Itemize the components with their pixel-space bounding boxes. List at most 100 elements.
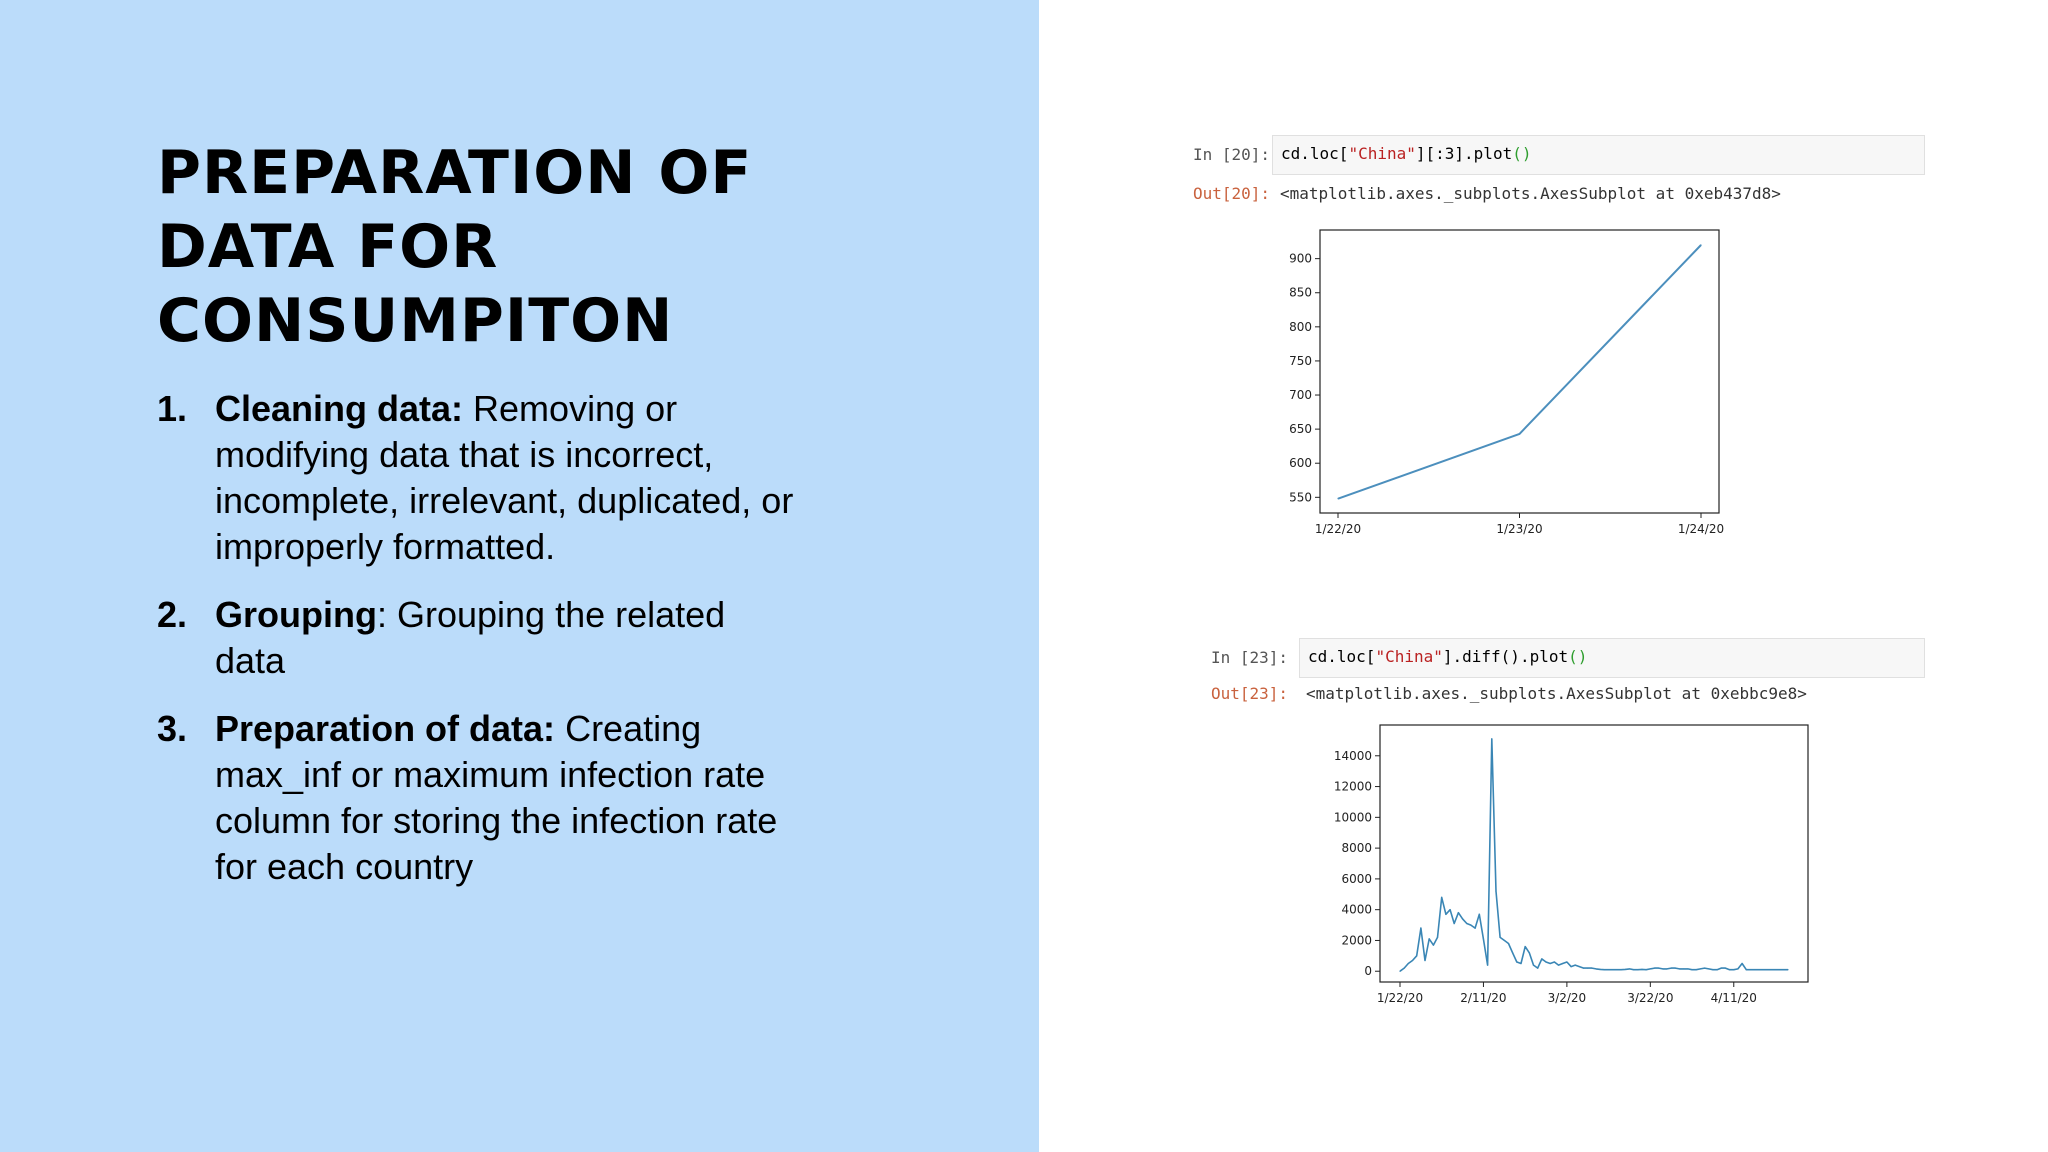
data-point: [1649, 968, 1651, 970]
data-point: [1653, 967, 1656, 969]
y-tick-label: 600: [1289, 456, 1312, 470]
y-tick-label: 750: [1289, 354, 1312, 368]
cell1-code-input[interactable]: cd.loc["China"][:3].plot(): [1272, 135, 1925, 175]
x-tick-label: 3/2/20: [1548, 991, 1587, 1005]
step-text: : Grouping the related data: [215, 594, 726, 681]
data-point: [1449, 909, 1451, 911]
data-point: [1758, 969, 1760, 971]
data-point: [1487, 964, 1489, 966]
title-line-3: CONSUMPITON: [157, 286, 674, 356]
data-point: [1641, 968, 1643, 970]
data-point: [1612, 969, 1614, 971]
data-point: [1766, 969, 1768, 971]
y-tick-label: 2000: [1341, 933, 1372, 947]
data-point: [1774, 969, 1777, 971]
x-tick-label: 1/22/20: [1377, 991, 1423, 1005]
data-point: [1603, 969, 1606, 971]
x-tick-label: 1/24/20: [1678, 522, 1724, 536]
y-tick-label: 10000: [1334, 810, 1372, 824]
data-point: [1445, 913, 1447, 915]
data-point: [1532, 964, 1535, 966]
data-point: [1745, 969, 1747, 971]
data-point: [1516, 961, 1518, 963]
y-tick-label: 900: [1289, 252, 1312, 266]
series-line: [1399, 738, 1788, 972]
plot-frame: [1319, 229, 1720, 514]
data-point: [1518, 433, 1521, 435]
cell1-code-paren: (): [1512, 144, 1532, 163]
data-point: [1541, 958, 1543, 960]
data-point: [1337, 498, 1339, 500]
data-point: [1741, 962, 1743, 965]
data-point: [1470, 924, 1472, 926]
data-point: [1616, 969, 1618, 971]
x-tick-label: 4/11/20: [1711, 991, 1757, 1005]
data-point: [1428, 938, 1430, 940]
data-point: [1591, 967, 1593, 969]
slide-left-panel: PREPARATION OF DATA FOR CONSUMPITON 1. C…: [0, 0, 1039, 1152]
cell1-code-part: ][:3].plot: [1415, 144, 1513, 163]
y-tick-label: 850: [1289, 286, 1312, 300]
data-point: [1628, 968, 1631, 970]
data-point: [1524, 946, 1526, 948]
cell1-output-text: <matplotlib.axes._subplots.AxesSubplot a…: [1280, 184, 1781, 203]
cell2-code-input[interactable]: cd.loc["China"].diff().plot(): [1299, 638, 1925, 678]
data-point: [1687, 968, 1689, 970]
cell2-code-part: ].diff().plot: [1442, 647, 1569, 666]
step-item-preparation: 3. Preparation of data: Creating max_inf…: [157, 706, 797, 890]
data-point: [1620, 969, 1622, 971]
x-tick-label: 1/23/20: [1496, 522, 1542, 536]
data-point: [1432, 944, 1434, 946]
data-point: [1637, 969, 1639, 971]
data-point: [1453, 922, 1455, 925]
data-point: [1411, 959, 1414, 962]
chart-china-diff: 0 2000 4000 6000 8000 10000 12000 14000 1/22/20 2…: [1334, 724, 1809, 1005]
data-point: [1695, 969, 1697, 971]
data-point: [1770, 969, 1772, 971]
step-term: Preparation of data:: [215, 708, 556, 749]
data-point: [1599, 968, 1601, 970]
y-tick-label: 700: [1289, 388, 1312, 402]
data-point: [1553, 961, 1555, 963]
data-point: [1645, 969, 1647, 971]
step-item-cleaning: 1. Cleaning data: Removing or modifying …: [157, 386, 797, 570]
data-point: [1708, 968, 1710, 970]
data-point: [1783, 969, 1785, 971]
steps-list: 1. Cleaning data: Removing or modifying …: [157, 386, 797, 912]
step-number: 2.: [157, 594, 188, 635]
slide-title: PREPARATION OF DATA FOR CONSUMPITON: [157, 136, 957, 358]
cell1-code-string: "China": [1348, 144, 1416, 163]
data-point: [1441, 896, 1443, 898]
cell2-in-prompt: In [23]:: [1211, 648, 1289, 667]
data-point: [1703, 967, 1706, 969]
data-point: [1674, 967, 1676, 969]
data-point: [1474, 927, 1476, 929]
y-tick-label: 8000: [1341, 841, 1372, 855]
data-point: [1512, 952, 1514, 954]
step-item-grouping: 2. Grouping: Grouping the related data: [157, 592, 797, 684]
data-point: [1537, 967, 1539, 969]
data-point: [1420, 927, 1422, 929]
data-point: [1491, 738, 1493, 740]
step-term: Grouping: [215, 594, 377, 635]
step-text: Creating max_inf or maximum infection ra…: [215, 708, 778, 887]
data-point: [1700, 244, 1702, 246]
data-point: [1482, 938, 1485, 940]
data-point: [1407, 962, 1409, 965]
data-point: [1399, 970, 1401, 972]
data-point: [1436, 936, 1439, 938]
chart-china-first-3: 550 600 650 700 750 800 850 900 1/22/20 1/23/20 1/…: [1289, 229, 1724, 536]
step-text: Removing or modifying data that is incor…: [215, 388, 794, 567]
data-point: [1499, 936, 1501, 938]
y-tick-label: 0: [1364, 964, 1372, 978]
data-point: [1503, 939, 1505, 942]
data-point: [1691, 969, 1693, 971]
data-point: [1658, 967, 1660, 969]
data-point: [1403, 967, 1405, 969]
data-point: [1762, 969, 1764, 971]
data-point: [1566, 961, 1568, 963]
data-point: [1495, 890, 1497, 892]
data-point: [1678, 968, 1681, 970]
y-tick-label: 12000: [1334, 780, 1372, 794]
y-tick-label: 4000: [1341, 903, 1372, 917]
